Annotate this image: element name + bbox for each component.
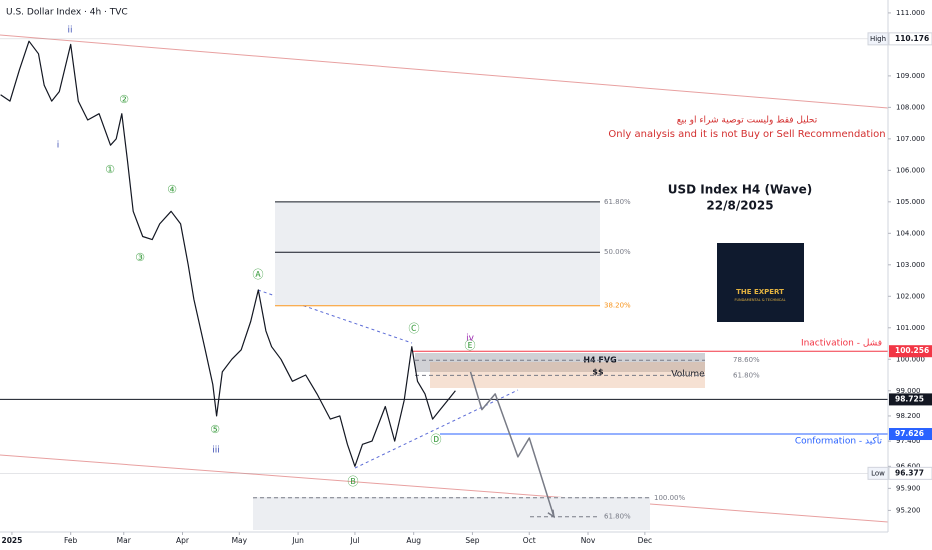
fib-zone	[275, 202, 600, 305]
trend-line	[0, 34, 889, 109]
wave-label: ⑤	[210, 423, 220, 436]
y-tick-label: 103.000	[896, 261, 925, 269]
triangle-line	[354, 389, 519, 469]
heading-date: 22/8/2025	[706, 199, 773, 213]
y-tick-label: 111.000	[896, 9, 925, 17]
x-tick-label: Dec	[638, 536, 653, 545]
time-axis	[0, 532, 932, 550]
y-tick-label: 100.000	[896, 355, 925, 363]
price-tag-label: 96.377	[895, 468, 924, 477]
heading: USD Index H4 (Wave)	[668, 183, 813, 197]
disclaimer: Only analysis and it is not Buy or Sell …	[608, 129, 885, 140]
logo-box	[717, 243, 804, 322]
price-tag	[889, 428, 932, 441]
x-tick-label: 2025	[2, 536, 23, 545]
y-tick-label: 108.000	[896, 103, 925, 111]
wave-label: iv	[466, 334, 475, 344]
x-tick-label: Nov	[581, 536, 596, 545]
price-tag	[888, 32, 932, 46]
logo: THE EXPERT FUNDAMENTAL & TECHNICAL	[717, 243, 804, 322]
level-label: Conformation - تأكيد	[795, 434, 883, 447]
price-axis	[888, 0, 932, 550]
y-tick-label: 104.000	[896, 229, 925, 237]
fib-label: 61.80%	[733, 371, 760, 379]
level-tag-label: High	[870, 35, 886, 43]
volume-label: Volume	[671, 370, 705, 380]
disclaimer: تحليل فقط وليست توصية شراء او بيع	[677, 116, 818, 126]
wave-label: Ⓒ	[409, 322, 420, 335]
price-tag	[889, 345, 932, 358]
price-tag-label: 110.176	[895, 34, 929, 43]
fib-label: 61.80%	[604, 198, 631, 206]
price-tag	[889, 393, 932, 406]
y-tick-label: 101.000	[896, 324, 925, 332]
fib-label: 78.60%	[733, 356, 760, 364]
level-tag-label: Low	[871, 469, 885, 477]
arrow-head	[547, 509, 555, 519]
x-tick-label: Jun	[291, 536, 304, 545]
x-tick-label: Jul	[349, 536, 359, 545]
y-tick-label: 102.000	[896, 292, 925, 300]
fvg-zone	[415, 353, 705, 372]
y-tick-label: 95.900	[896, 484, 921, 492]
wave-label: i	[57, 141, 60, 151]
wave-label: ①	[105, 163, 115, 176]
level-tag	[867, 32, 889, 46]
wave-label: ③	[135, 251, 145, 264]
x-tick-label: Oct	[523, 536, 536, 545]
wave-label: ii	[67, 26, 72, 36]
volume-zone	[430, 362, 705, 388]
chart-title: U.S. Dollar Index · 4h · TVC	[6, 8, 128, 18]
wave-label: Ⓓ	[431, 433, 442, 446]
fib-label: 50.00%	[604, 248, 631, 256]
logo-text: THE EXPERT	[736, 288, 784, 296]
y-tick-label: 95.200	[896, 506, 921, 514]
price-tag-label: 97.626	[895, 429, 924, 438]
y-tick-label: 109.000	[896, 72, 925, 80]
y-tick-label: 106.000	[896, 166, 925, 174]
wave-label: iii	[212, 446, 220, 456]
x-tick-label: May	[232, 536, 248, 545]
wave-label: Ⓑ	[348, 475, 359, 488]
x-tick-label: Mar	[117, 536, 132, 545]
x-tick-label: Aug	[406, 536, 421, 545]
fib-label: 38.20%	[604, 302, 631, 310]
liquidity-label: $$	[592, 368, 604, 377]
level-label: Inactivation - فشل	[801, 339, 882, 349]
projection-line	[469, 371, 555, 517]
price-tag	[888, 466, 932, 480]
y-tick-label: 98.200	[896, 412, 921, 420]
fib-zone	[253, 497, 650, 530]
wave-label: Ⓔ	[465, 339, 476, 352]
wave-label: ②	[119, 93, 129, 106]
y-tick-label: 99.000	[896, 387, 921, 395]
x-tick-label: Apr	[176, 536, 190, 545]
x-tick-label: Sep	[465, 536, 479, 545]
price-tag-label: 100.256	[895, 346, 929, 355]
y-tick-label: 96.600	[896, 462, 921, 470]
x-tick-label: Feb	[64, 536, 78, 545]
y-tick-label: 105.000	[896, 198, 925, 206]
y-tick-label: 97.400	[896, 437, 921, 445]
price-line	[0, 40, 456, 467]
wave-label: ④	[167, 183, 177, 196]
level-tag	[867, 466, 889, 480]
price-tag-label: 98.725	[895, 394, 924, 403]
fib-label: 61.80%	[604, 513, 631, 521]
y-tick-label: 107.000	[896, 135, 925, 143]
logo-subtext: FUNDAMENTAL & TECHNICAL	[734, 298, 785, 302]
wave-label: Ⓐ	[253, 268, 264, 281]
fib-label: 100.00%	[654, 494, 685, 502]
trend-line	[0, 454, 889, 523]
